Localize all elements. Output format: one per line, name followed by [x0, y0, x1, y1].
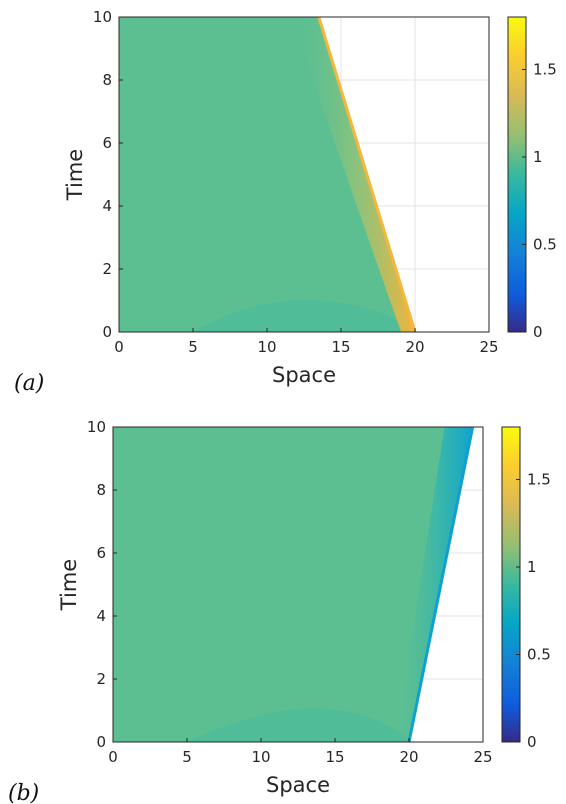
- colorbar-tick-label: 0.5: [527, 646, 551, 664]
- x-tick-label: 0: [108, 748, 118, 766]
- x-tick-label: 10: [257, 338, 276, 356]
- colorbar-ticks: 0 0.5 1 1.5: [516, 471, 551, 751]
- y-tick-label: 2: [96, 670, 106, 688]
- y-tick-label: 0: [96, 733, 106, 751]
- x-tick-label: 15: [331, 338, 350, 356]
- y-tick-label: 6: [102, 134, 112, 152]
- low-value-bump: [187, 708, 409, 742]
- colorbar-tick-label: 1.5: [533, 61, 557, 79]
- axes-box: [112, 426, 484, 743]
- axes-box: [118, 16, 490, 333]
- y-ticks: 0 2 4 6 8 10: [93, 8, 123, 341]
- front-edge: [407, 426, 475, 743]
- low-value-bump: [193, 299, 415, 332]
- x-tick-label: 10: [251, 748, 270, 766]
- y-tick-label: 4: [102, 197, 112, 215]
- x-tick-label: 5: [182, 748, 192, 766]
- x-tick-label: 20: [405, 338, 424, 356]
- x-ticks: 0 5 10 15 20 25: [108, 738, 493, 766]
- colorbar-tick-label: 0.5: [533, 236, 557, 254]
- x-tick-label: 5: [188, 338, 198, 356]
- y-tick-label: 8: [96, 481, 106, 499]
- field-region: [119, 17, 415, 332]
- y-tick-label: 10: [93, 8, 112, 26]
- x-tick-label: 25: [479, 338, 498, 356]
- y-tick-label: 4: [96, 607, 106, 625]
- y-tick-label: 2: [102, 260, 112, 278]
- panel-b: 0 5 10 15 20 25 0 2 4 6 8 10 Space Time (b) 0 0.5 1 1…: [8, 418, 551, 804]
- x-tick-label: 20: [399, 748, 418, 766]
- y-ticks: 0 2 4 6 8 10: [87, 418, 117, 751]
- colorbar-tick-label: 0: [533, 323, 543, 341]
- y-tick-label: 0: [102, 323, 112, 341]
- panel-a: 0 5 10 15 20 25 0 2 4 6 8 10 Space Time (a) 0 0.5 1 1…: [14, 8, 557, 396]
- colorbar: [501, 426, 521, 743]
- x-axis-label: Space: [266, 773, 330, 797]
- y-tick-label: 6: [96, 544, 106, 562]
- field-region: [113, 427, 473, 742]
- colorbar: [507, 16, 527, 333]
- y-axis-label: Time: [63, 149, 87, 201]
- front-edge: [317, 16, 417, 333]
- y-axis-label: Time: [57, 559, 81, 611]
- panel-label: (b): [8, 781, 39, 804]
- x-ticks: 0 5 10 15 20 25: [114, 328, 499, 356]
- y-tick-label: 8: [102, 71, 112, 89]
- front-band: [290, 17, 415, 332]
- colorbar-tick-label: 1: [533, 148, 543, 166]
- panel-label: (a): [14, 371, 44, 396]
- x-axis-label: Space: [272, 363, 336, 387]
- colorbar-ticks: 0 0.5 1 1.5: [522, 61, 557, 341]
- x-tick-label: 0: [114, 338, 124, 356]
- x-tick-label: 15: [325, 748, 344, 766]
- front-band: [395, 427, 473, 742]
- y-tick-label: 10: [87, 418, 106, 436]
- colorbar-tick-label: 1: [527, 558, 537, 576]
- colorbar-tick-label: 1.5: [527, 471, 551, 489]
- x-tick-label: 25: [473, 748, 492, 766]
- colorbar-tick-label: 0: [527, 733, 537, 751]
